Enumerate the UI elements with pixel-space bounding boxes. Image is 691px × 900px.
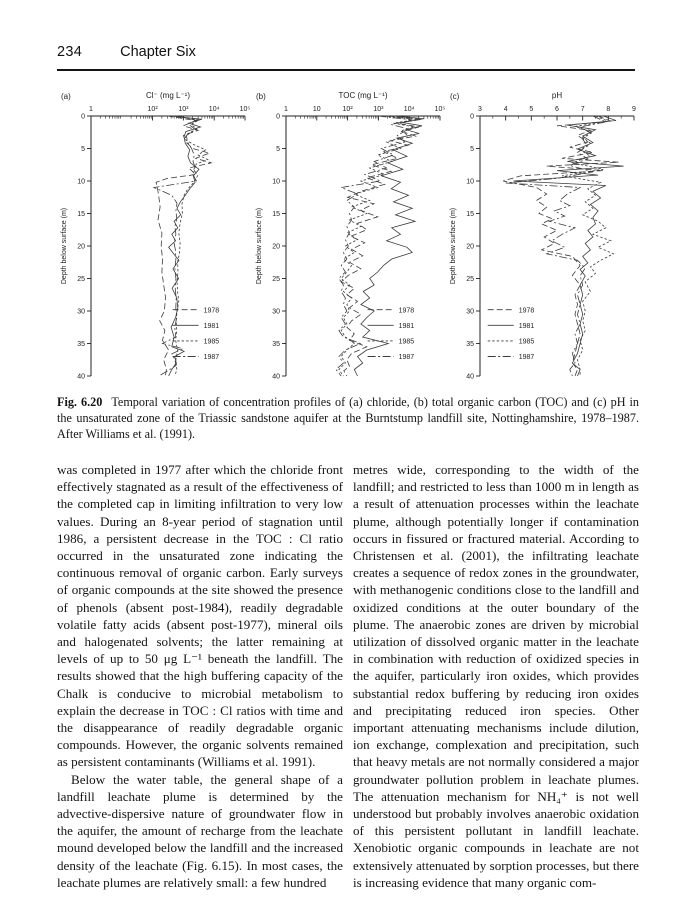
svg-text:8: 8 [606,106,610,113]
svg-text:1985: 1985 [519,339,535,346]
paragraph: was completed in 1977 after which the ch… [57,462,343,770]
svg-text:10²: 10² [148,106,159,113]
svg-text:1978: 1978 [398,307,414,314]
svg-text:Depth below surface (m): Depth below surface (m) [256,208,263,284]
svg-text:20: 20 [77,244,85,251]
svg-text:Cl⁻ (mg L⁻¹): Cl⁻ (mg L⁻¹) [146,91,190,100]
chart-panel-c-ph: (c) pH 3 4 5 6 7 8 9 0 5 10 15 20 25 30 35 40 Depth below … [446,86,639,386]
svg-text:10: 10 [77,179,85,186]
svg-text:0: 0 [81,114,85,121]
svg-text:4: 4 [504,106,508,113]
svg-text:10: 10 [272,179,280,186]
svg-text:10³: 10³ [178,106,189,113]
svg-text:40: 40 [77,374,85,381]
svg-text:10: 10 [312,106,320,113]
svg-text:10⁵: 10⁵ [240,106,250,113]
chart-panel-b-toc: (b) TOC (mg L⁻¹) 1 10 10² 10³ 10⁴ 10⁵ 0 5 10 15 20 25… [252,86,445,386]
chapter-title: Chapter Six [120,44,196,60]
svg-text:7: 7 [581,106,585,113]
figure-caption: Fig. 6.20 Temporal variation of concentra… [57,395,639,442]
svg-text:20: 20 [272,244,280,251]
svg-text:5: 5 [276,146,280,153]
svg-text:1985: 1985 [398,339,414,346]
svg-text:25: 25 [77,276,85,283]
chart-svg: (b) TOC (mg L⁻¹) 1 10 10² 10³ 10⁴ 10⁵ 0 5 10 15 20 25… [256,91,445,381]
chart-svg: (c) pH 3 4 5 6 7 8 9 0 5 10 15 20 25 30 35 40 Depth below … [450,91,636,381]
svg-text:1981: 1981 [398,323,414,330]
svg-text:pH: pH [552,91,562,100]
svg-text:30: 30 [466,309,474,316]
svg-text:1985: 1985 [204,339,220,346]
svg-text:Depth below surface (m): Depth below surface (m) [61,208,68,284]
chart-row: (a) Cl⁻ (mg L⁻¹) 1 10² 10³ 10⁴ 10⁵ 0 5 10 15 20 25 30… [57,86,639,386]
svg-text:3: 3 [478,106,482,113]
running-header: 234 Chapter Six [57,44,635,71]
svg-text:(c): (c) [450,92,460,101]
svg-text:40: 40 [466,374,474,381]
paragraph: Below the water table, the general shape… [57,771,343,890]
svg-text:30: 30 [77,309,85,316]
figure-caption-label: Fig. 6.20 [57,395,103,409]
svg-text:1987: 1987 [398,354,414,361]
svg-text:20: 20 [466,244,474,251]
svg-text:5: 5 [470,146,474,153]
svg-text:1: 1 [284,106,288,113]
svg-text:10: 10 [466,179,474,186]
svg-text:1987: 1987 [519,354,535,361]
svg-text:15: 15 [77,211,85,218]
svg-text:10⁴: 10⁴ [403,106,414,113]
svg-text:10⁵: 10⁵ [434,106,444,113]
figure-6-20: (a) Cl⁻ (mg L⁻¹) 1 10² 10³ 10⁴ 10⁵ 0 5 10 15 20 25 30… [57,86,639,442]
svg-text:35: 35 [77,341,85,348]
svg-text:15: 15 [272,211,280,218]
svg-text:0: 0 [470,114,474,121]
svg-text:5: 5 [81,146,85,153]
svg-text:1981: 1981 [519,323,535,330]
svg-text:1981: 1981 [204,323,220,330]
svg-text:35: 35 [466,341,474,348]
svg-text:10³: 10³ [373,106,384,113]
svg-text:10⁴: 10⁴ [209,106,220,113]
svg-text:5: 5 [529,106,533,113]
svg-text:15: 15 [466,211,474,218]
svg-text:0: 0 [276,114,280,121]
chart-panel-a-chloride: (a) Cl⁻ (mg L⁻¹) 1 10² 10³ 10⁴ 10⁵ 0 5 10 15 20 25 30… [57,86,250,386]
figure-caption-text: Temporal variation of concentration prof… [57,395,639,441]
paragraph: metres wide, corresponding to the width … [353,462,639,890]
svg-text:(a): (a) [61,92,71,101]
text-column-right: metres wide, corresponding to the width … [353,461,639,891]
svg-text:1978: 1978 [204,307,220,314]
page-number: 234 [57,44,83,60]
svg-text:1987: 1987 [204,354,220,361]
chart-svg: (a) Cl⁻ (mg L⁻¹) 1 10² 10³ 10⁴ 10⁵ 0 5 10 15 20 25 30… [61,91,250,381]
svg-text:25: 25 [272,276,280,283]
svg-text:30: 30 [272,309,280,316]
svg-text:25: 25 [466,276,474,283]
svg-text:(b): (b) [256,92,266,101]
svg-text:TOC (mg L⁻¹): TOC (mg L⁻¹) [338,91,387,100]
svg-text:9: 9 [632,106,636,113]
svg-text:1: 1 [89,106,93,113]
body-text: was completed in 1977 after which the ch… [57,461,639,891]
svg-text:10²: 10² [342,106,353,113]
svg-text:35: 35 [272,341,280,348]
svg-text:Depth below surface (m): Depth below surface (m) [450,208,457,284]
svg-text:6: 6 [555,106,559,113]
svg-text:40: 40 [272,374,280,381]
svg-text:1978: 1978 [519,307,535,314]
text-column-left: was completed in 1977 after which the ch… [57,461,343,891]
